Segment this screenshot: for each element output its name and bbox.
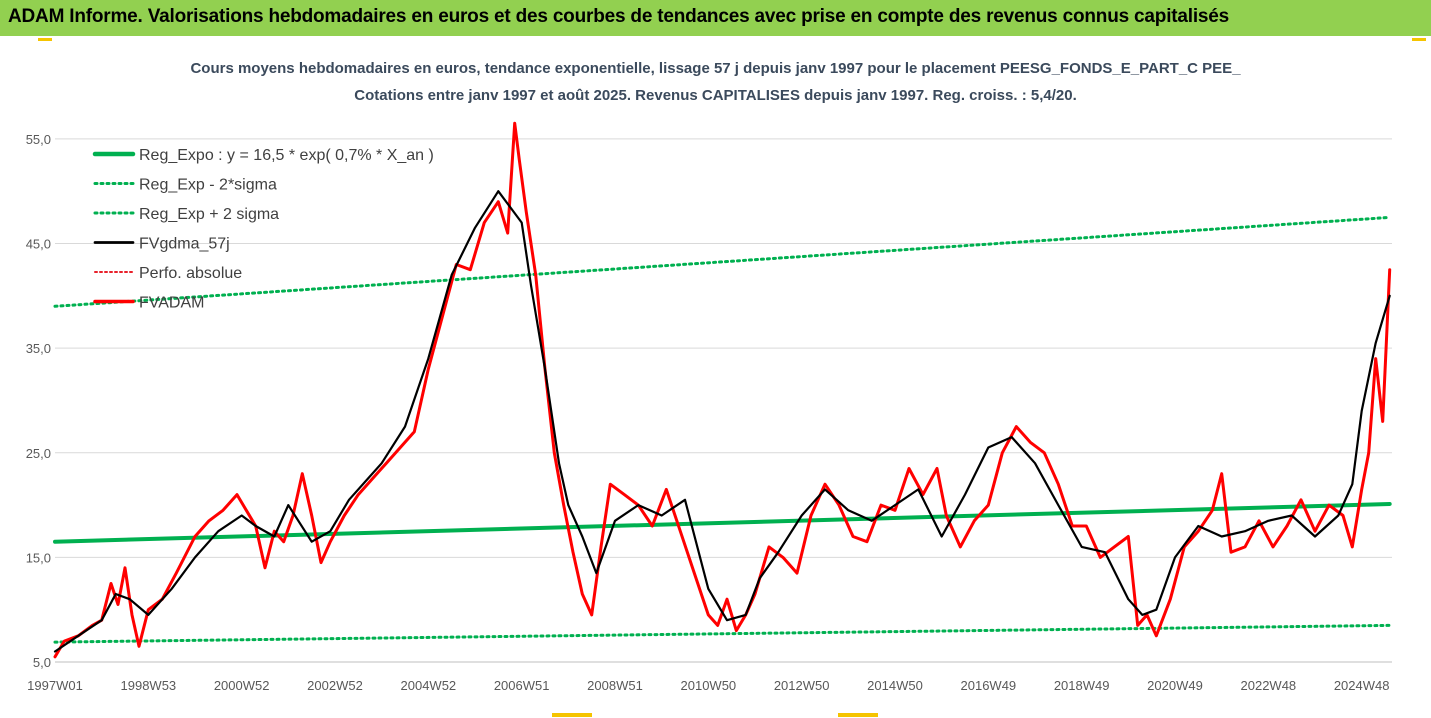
- legend-label: Reg_Expo : y = 16,5 * exp( 0,7% * X_an ): [139, 147, 434, 164]
- chart-subtitle: Cotations entre janv 1997 et août 2025. …: [354, 87, 1077, 104]
- legend-label: Perfo. absolue: [139, 265, 242, 282]
- page-title: ADAM Informe. Valorisations hebdomadaire…: [8, 6, 1230, 27]
- x-tick-label: 1997W01: [27, 678, 83, 693]
- x-tick-label: 2008W51: [587, 678, 643, 693]
- series-line-1: [53, 623, 1392, 644]
- y-tick-label: 25,0: [26, 446, 51, 461]
- x-tick-label: 2022W48: [1241, 678, 1297, 693]
- y-tick-label: 5,0: [33, 655, 51, 670]
- series-line-2: [53, 215, 1392, 308]
- header-banner: ADAM Informe. Valorisations hebdomadaire…: [0, 0, 1431, 36]
- y-tick-label: 45,0: [26, 237, 51, 252]
- corner-marker-right: [1412, 38, 1426, 41]
- bottom-marker-right: [838, 713, 878, 717]
- x-tick-label: 2006W51: [494, 678, 550, 693]
- series-line-5: [53, 121, 1392, 659]
- legend-label: FVgdma_57j: [139, 236, 230, 253]
- x-tick-label: 2016W49: [961, 678, 1017, 693]
- legend-label: Reg_Exp + 2 sigma: [139, 206, 279, 223]
- bottom-marker-left: [552, 713, 592, 717]
- corner-marker-left: [38, 38, 52, 41]
- x-tick-label: 2000W52: [214, 678, 270, 693]
- legend-label: Reg_Exp - 2*sigma: [139, 177, 277, 194]
- series-line-3: [53, 190, 1391, 653]
- y-tick-label: 15,0: [26, 550, 51, 565]
- x-tick-label: 2012W50: [774, 678, 830, 693]
- x-tick-label: 2018W49: [1054, 678, 1110, 693]
- x-tick-label: 2002W52: [307, 678, 363, 693]
- x-tick-label: 2004W52: [401, 678, 457, 693]
- chart-title: Cours moyens hebdomadaires en euros, ten…: [190, 60, 1241, 77]
- x-tick-label: 2010W50: [681, 678, 737, 693]
- x-tick-label: 2024W48: [1334, 678, 1390, 693]
- y-tick-label: 35,0: [26, 341, 51, 356]
- x-tick-label: 2020W49: [1147, 678, 1203, 693]
- x-tick-label: 1998W53: [121, 678, 177, 693]
- legend-label: FVADAM: [139, 295, 204, 312]
- y-tick-label: 55,0: [26, 132, 51, 147]
- x-tick-label: 2014W50: [867, 678, 923, 693]
- chart-frame: [0, 36, 1431, 718]
